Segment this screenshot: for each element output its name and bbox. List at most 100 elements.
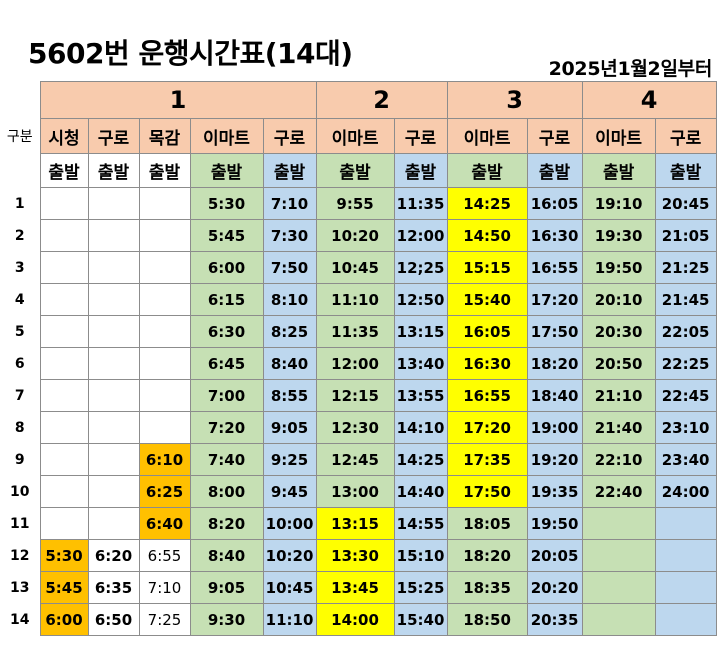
- column-header: 이마트: [315, 118, 395, 154]
- time-cell: 6:15: [189, 283, 264, 316]
- time-cell: 12:50: [393, 283, 448, 316]
- time-cell: 11:35: [393, 187, 448, 220]
- time-cell: 16:30: [446, 347, 528, 380]
- group-header-2: 2: [315, 81, 448, 119]
- time-cell: 6:45: [189, 347, 264, 380]
- time-cell: 6:40: [138, 507, 191, 540]
- time-cell: 7:00: [189, 379, 264, 412]
- departure-label: 출발: [526, 153, 583, 188]
- time-cell: 18:35: [446, 571, 528, 604]
- time-cell: [654, 603, 717, 636]
- table-row: 12 5:30 6:20 6:55 8:40 10:20 13:30 15:10 18:20 20…: [0, 539, 717, 572]
- time-cell: 18:05: [446, 507, 528, 540]
- time-cell: 20:05: [526, 539, 583, 572]
- time-cell: 9:30: [189, 603, 264, 636]
- time-cell: 8:25: [262, 315, 317, 348]
- time-cell: 5:45: [189, 219, 264, 252]
- column-header: 이마트: [189, 118, 264, 154]
- column-header: 구로: [654, 118, 717, 154]
- time-cell: 8:55: [262, 379, 317, 412]
- time-cell: 7:10: [262, 187, 317, 220]
- departure-label: 출발: [315, 153, 395, 188]
- time-cell: 13:55: [393, 379, 448, 412]
- departure-label: 출발: [87, 153, 140, 188]
- time-cell: 7:30: [262, 219, 317, 252]
- time-cell: [87, 187, 140, 220]
- time-cell: 20:20: [526, 571, 583, 604]
- row-number: 13: [10, 579, 30, 596]
- table-row: 9 6:10 7:40 9:25 12:45 14:25 17:35 19:20 22:10 23…: [0, 443, 717, 476]
- row-number: 8: [14, 419, 25, 436]
- time-cell: 11:10: [315, 283, 395, 316]
- time-cell: 8:20: [189, 507, 264, 540]
- departure-label: 출발: [446, 153, 528, 188]
- row-number: 11: [10, 515, 30, 532]
- time-cell: [87, 379, 140, 412]
- effective-date: 2025년1월2일부터: [548, 58, 713, 80]
- time-cell: [87, 219, 140, 252]
- time-cell: [138, 315, 191, 348]
- time-cell: [138, 347, 191, 380]
- time-cell: 14:55: [393, 507, 448, 540]
- time-cell: 16:55: [526, 251, 583, 284]
- row-header-label: 구분: [6, 129, 33, 145]
- time-cell: 13:40: [393, 347, 448, 380]
- time-cell: 17:20: [526, 283, 583, 316]
- time-cell: [39, 283, 89, 316]
- departure-label: 출발: [393, 153, 448, 188]
- time-cell: 21:10: [581, 379, 656, 412]
- time-cell: [39, 507, 89, 540]
- time-cell: 22:05: [654, 315, 717, 348]
- time-cell: [39, 219, 89, 252]
- departure-header-row: 출발 출발 출발 출발 출발 출발 출발 출발 출발 출발 출발: [0, 153, 717, 188]
- column-header: 시청: [39, 118, 89, 154]
- time-cell: 22:40: [581, 475, 656, 508]
- time-cell: 10:45: [315, 251, 395, 284]
- time-cell: 12:30: [315, 411, 395, 444]
- row-number: 3: [14, 259, 25, 276]
- time-cell: 6:50: [87, 603, 140, 636]
- time-cell: 17:50: [446, 475, 528, 508]
- time-cell: 19:10: [581, 187, 656, 220]
- table-row: 11 6:40 8:20 10:00 13:15 14:55 18:05 19:50: [0, 507, 717, 540]
- time-cell: 18:20: [526, 347, 583, 380]
- time-cell: 5:45: [39, 571, 89, 604]
- time-cell: 14:00: [315, 603, 395, 636]
- time-cell: 14:40: [393, 475, 448, 508]
- time-cell: 13:45: [315, 571, 395, 604]
- time-cell: 21:25: [654, 251, 717, 284]
- time-cell: [87, 411, 140, 444]
- time-cell: 7:10: [138, 571, 191, 604]
- time-cell: 12:00: [393, 219, 448, 252]
- time-cell: 8:40: [189, 539, 264, 572]
- time-cell: 15:25: [393, 571, 448, 604]
- time-cell: [87, 507, 140, 540]
- time-cell: 10:20: [315, 219, 395, 252]
- table-row: 1 5:30 7:10 9:55 11:35 14:25 16:05 19:10 20:45: [0, 187, 717, 220]
- time-cell: 15:10: [393, 539, 448, 572]
- row-number: 5: [14, 323, 25, 340]
- time-cell: 14:50: [446, 219, 528, 252]
- time-cell: [138, 379, 191, 412]
- time-cell: 16:05: [526, 187, 583, 220]
- departure-label: 출발: [262, 153, 317, 188]
- row-number: 6: [14, 355, 25, 372]
- table-row: 2 5:45 7:30 10:20 12:00 14:50 16:30 19:30 21:05: [0, 219, 717, 252]
- header-corner: [0, 82, 40, 119]
- time-cell: [654, 539, 717, 572]
- table-row: 13 5:45 6:35 7:10 9:05 10:45 13:45 15:25 18:35 20…: [0, 571, 717, 604]
- time-cell: 16:55: [446, 379, 528, 412]
- row-number: 9: [14, 451, 25, 468]
- group-header-4: 4: [581, 81, 717, 119]
- time-cell: [138, 187, 191, 220]
- time-cell: 22:10: [581, 443, 656, 476]
- time-cell: 9:05: [262, 411, 317, 444]
- departure-label: 출발: [581, 153, 656, 188]
- time-cell: 6:20: [87, 539, 140, 572]
- time-cell: 9:55: [315, 187, 395, 220]
- time-cell: [654, 571, 717, 604]
- time-cell: [87, 443, 140, 476]
- column-header: 구로: [526, 118, 583, 154]
- time-cell: [87, 251, 140, 284]
- group-header-1: 1: [39, 81, 317, 119]
